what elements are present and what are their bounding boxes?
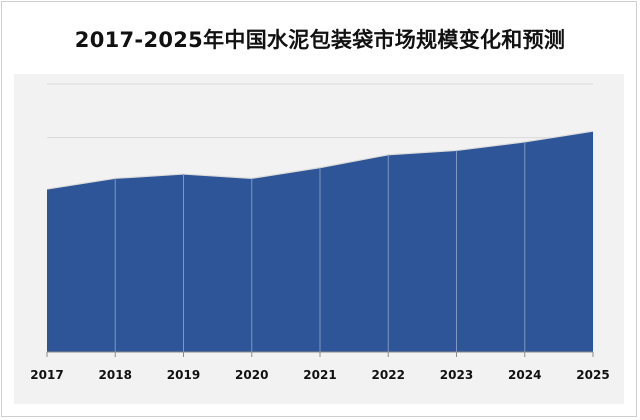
x-tick-label-2024: 2024 <box>508 368 541 382</box>
x-tick-label-2022: 2022 <box>372 368 405 382</box>
x-tick-label-2023: 2023 <box>440 368 473 382</box>
x-axis: 2017 2018 2019 2020 2021 2022 2023 2024 2025 <box>30 351 610 382</box>
x-tick-label-2018: 2018 <box>99 368 132 382</box>
x-tick-label-2025: 2025 <box>576 368 609 382</box>
x-tick-label-2017: 2017 <box>30 368 63 382</box>
x-tick-label-2019: 2019 <box>167 368 200 382</box>
x-tick-label-2021: 2021 <box>303 368 336 382</box>
chart-title: 2017-2025年中国水泥包装袋市场规模变化和预测 <box>74 28 566 52</box>
x-tick-label-2020: 2020 <box>235 368 268 382</box>
area-series <box>46 130 594 352</box>
